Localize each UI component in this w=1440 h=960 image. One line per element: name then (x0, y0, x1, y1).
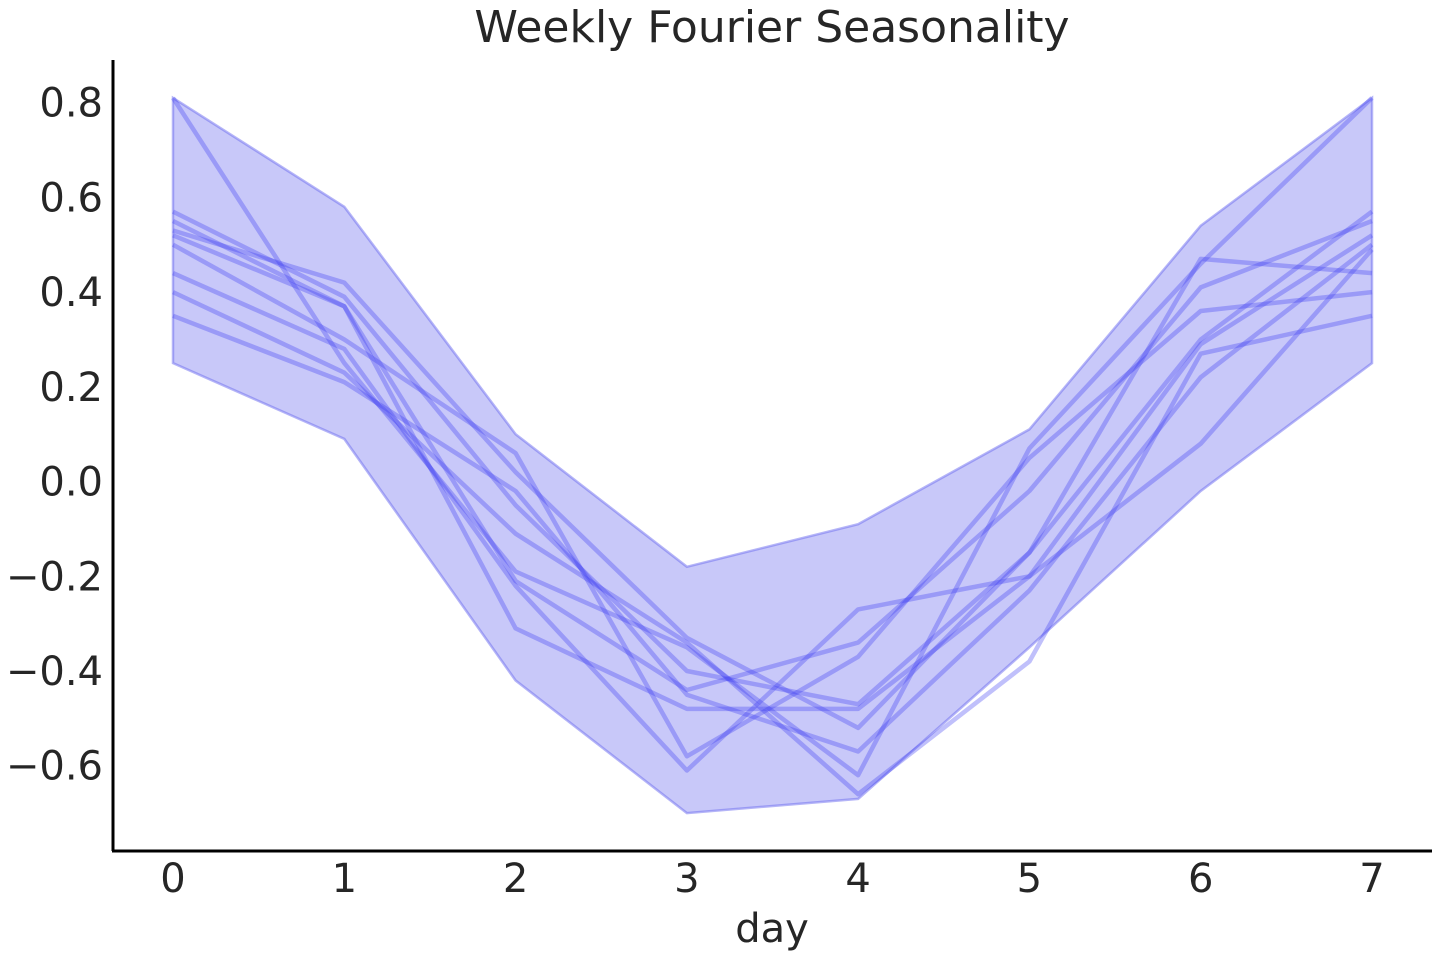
uncertainty-band-layer (171, 95, 1374, 815)
series-line-1 (171, 96, 1374, 778)
series-lines-layer (171, 96, 1374, 797)
series-line-6 (172, 233, 1374, 712)
x-tick-labels: 0 1 2 3 4 5 6 7 (160, 856, 1384, 902)
x-tick-label: 3 (674, 856, 699, 902)
y-tick-label: 0.6 (39, 175, 103, 221)
y-tick-label: 0.0 (39, 460, 103, 506)
x-tick-label: 5 (1017, 856, 1042, 902)
x-tick-label: 6 (1188, 856, 1213, 902)
uncertainty-band (171, 95, 1374, 815)
y-tick-labels: −0.6 −0.4 −0.2 0.0 0.2 0.4 0.6 0.8 (6, 81, 103, 790)
y-tick-label: −0.2 (6, 554, 103, 600)
series-line-3 (171, 218, 1373, 693)
series-line-7 (172, 248, 1374, 773)
x-tick-label: 1 (332, 856, 357, 902)
series-line-5 (171, 242, 1373, 759)
y-tick-label: 0.2 (39, 365, 103, 411)
series-line-8 (172, 290, 1373, 797)
x-tick-label: 4 (845, 856, 870, 902)
x-axis-label: day (735, 906, 809, 952)
series-line-9 (172, 242, 1374, 754)
y-tick-label: 0.8 (39, 81, 103, 127)
chart-title: Weekly Fourier Seasonality (474, 2, 1069, 53)
x-tick-label: 2 (503, 856, 528, 902)
y-tick-label: 0.4 (39, 270, 103, 316)
series-line-4 (172, 228, 1373, 731)
x-tick-label: 7 (1359, 856, 1384, 902)
y-tick-label: −0.4 (6, 649, 103, 695)
x-tick-label: 0 (160, 856, 185, 902)
series-line-2 (171, 209, 1374, 707)
y-tick-label: −0.6 (6, 744, 103, 790)
